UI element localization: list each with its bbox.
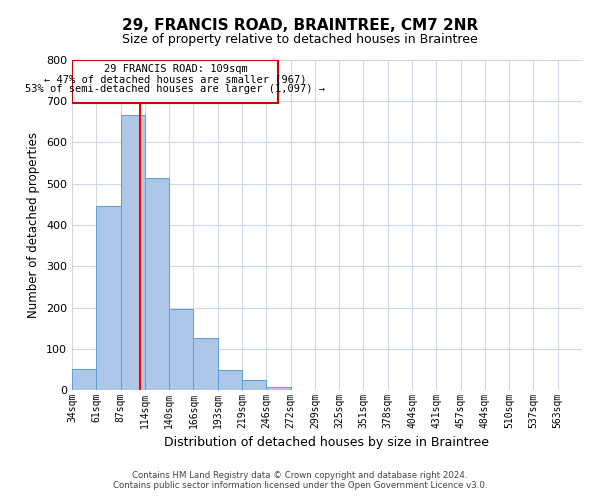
Bar [169, 308, 193, 390]
Text: 29, FRANCIS ROAD, BRAINTREE, CM7 2NR: 29, FRANCIS ROAD, BRAINTREE, CM7 2NR [122, 18, 478, 32]
Text: 29 FRANCIS ROAD: 109sqm: 29 FRANCIS ROAD: 109sqm [104, 64, 247, 74]
Text: 53% of semi-detached houses are larger (1,097) →: 53% of semi-detached houses are larger (… [25, 84, 325, 94]
Bar [242, 380, 266, 390]
Bar [121, 115, 145, 390]
Y-axis label: Number of detached properties: Number of detached properties [28, 132, 40, 318]
Bar [266, 386, 290, 390]
FancyBboxPatch shape [73, 60, 278, 104]
X-axis label: Distribution of detached houses by size in Braintree: Distribution of detached houses by size … [164, 436, 490, 450]
Bar [193, 338, 218, 390]
Bar [96, 206, 121, 390]
Text: Size of property relative to detached houses in Braintree: Size of property relative to detached ho… [122, 32, 478, 46]
Bar [218, 370, 242, 390]
Bar [72, 370, 96, 390]
Bar [145, 178, 169, 390]
Text: Contains HM Land Registry data © Crown copyright and database right 2024.
Contai: Contains HM Land Registry data © Crown c… [113, 470, 487, 490]
Text: ← 47% of detached houses are smaller (967): ← 47% of detached houses are smaller (96… [44, 74, 307, 84]
